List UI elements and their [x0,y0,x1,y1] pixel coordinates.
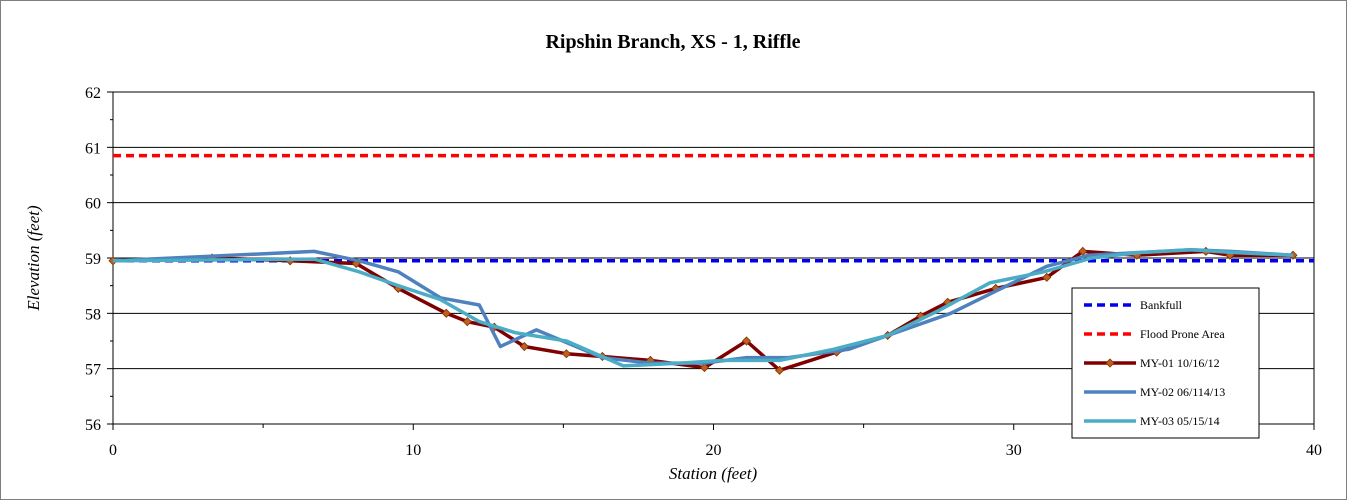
y-tick-label: 58 [85,306,101,323]
x-tick-label: 10 [405,442,421,459]
series-line-my-01-10-16-12 [112,249,1293,373]
series-my-03-05-15-14 [112,247,1294,368]
y-tick-label: 56 [85,417,101,434]
legend-label-my-03-05-15-14: MY-03 05/15/14 [1140,414,1220,428]
y-tick-label: 61 [85,140,101,157]
data-point-my-01-10-16-12 [561,349,571,359]
legend-marker-my-01-10-16-12 [1105,358,1115,368]
data-point-my-01-10-16-12 [774,365,785,375]
data-point-my-01-10-16-12 [462,317,472,327]
series-line-my-02-06-114-13 [112,247,1294,365]
legend-label-flood-prone-area: Flood Prone Area [1140,327,1225,341]
y-axis-label: Elevation (feet) [24,205,43,312]
legend-label-my-02-06-114-13: MY-02 06/114/13 [1140,385,1225,399]
series-my-02-06-114-13 [112,247,1294,365]
x-axis-label: Station (feet) [669,464,758,483]
data-point-my-01-10-16-12 [519,341,529,352]
data-point-my-01-10-16-12 [441,308,451,318]
y-tick-label: 57 [85,362,101,379]
x-tick-label: 0 [109,442,117,459]
series-line-my-03-05-15-14 [112,247,1294,368]
legend: Bankfull Flood Prone Area MY-01 10/16/12 MY… [1071,287,1260,439]
legend-label-my-01-10-16-12: MY-01 10/16/12 [1140,356,1220,370]
y-tick-label: 59 [85,251,101,268]
x-tick-label: 20 [706,442,722,459]
x-tick-label: 40 [1306,442,1322,459]
y-tick-label: 60 [85,196,101,213]
data-point-my-01-10-16-12 [741,336,752,346]
data-point-my-01-10-16-12 [1042,272,1052,282]
legend-label-bankfull: Bankfull [1140,298,1183,312]
y-tick-label: 62 [85,85,101,102]
chart-title: Ripshin Branch, XS - 1, Riffle [545,31,800,53]
data-point-my-01-10-16-12 [699,362,710,373]
x-tick-label: 30 [1006,442,1022,459]
